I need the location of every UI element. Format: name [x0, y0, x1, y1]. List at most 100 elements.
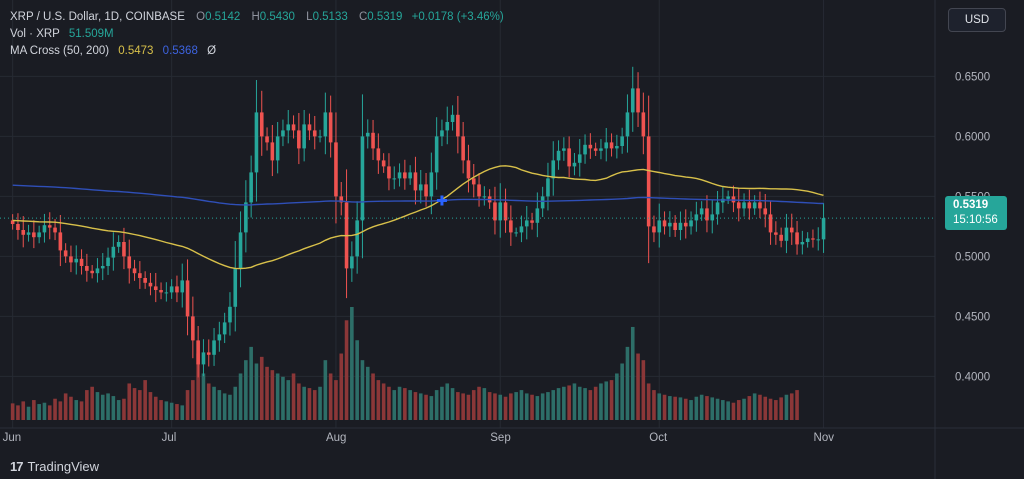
candle-body: [715, 202, 720, 215]
volume-bar: [646, 383, 651, 420]
currency-button[interactable]: USD: [948, 8, 1006, 32]
volume-bar: [95, 392, 100, 420]
candle-body: [403, 172, 407, 179]
candle-body: [694, 214, 699, 221]
high-value: 0.5430: [259, 11, 295, 23]
volume-bar: [403, 388, 407, 420]
volume-bar: [466, 394, 471, 420]
volume-bar: [180, 405, 185, 420]
candle-body: [583, 144, 587, 155]
candle-body: [392, 178, 397, 180]
volume-bar: [493, 393, 497, 420]
candle-body: [21, 230, 26, 235]
volume-bar: [387, 386, 391, 420]
volume-bar: [74, 400, 79, 420]
volume-bar: [212, 386, 216, 420]
volume-bar: [85, 390, 89, 420]
volume-bar: [138, 390, 142, 420]
last-price-tag: 0.5319 15:10:56: [945, 196, 1007, 230]
legend-volume-row[interactable]: Vol · XRP 51.509M: [10, 26, 504, 43]
candle-body: [471, 178, 476, 185]
candle-body: [424, 184, 428, 197]
candle-body: [440, 130, 444, 137]
volume-bar: [244, 360, 248, 420]
volume-bar: [434, 390, 439, 420]
volume-bar: [774, 400, 778, 420]
ma50-value: 0.5473: [118, 45, 154, 57]
candle-body: [138, 273, 142, 278]
volume-bar: [169, 402, 174, 420]
volume-bar: [440, 386, 444, 420]
volume-bar: [731, 402, 736, 420]
volume-bar: [636, 353, 640, 420]
volume-bar: [275, 373, 280, 420]
candle-body: [365, 132, 370, 137]
candle-body: [646, 136, 651, 227]
candle-body: [371, 132, 375, 149]
volume-bar: [297, 383, 301, 420]
volume-bar: [307, 388, 312, 420]
candle-body: [609, 142, 614, 149]
candle-body: [169, 286, 174, 293]
bar-countdown: 15:10:56: [953, 214, 998, 226]
volume-bar: [132, 388, 137, 420]
symbol-title[interactable]: XRP / U.S. Dollar, 1D, COINBASE: [10, 11, 185, 23]
ma-settings-icon[interactable]: Ø: [207, 45, 217, 57]
candle-body: [111, 246, 116, 258]
tradingview-brand[interactable]: 17 TradingView: [10, 459, 99, 474]
y-tick-label: 0.6000: [955, 131, 990, 143]
candle-body: [132, 268, 137, 274]
x-tick-label: Nov: [814, 432, 835, 444]
candle-body: [736, 202, 741, 209]
volume-bar: [683, 398, 688, 420]
volume-bar: [450, 388, 455, 420]
candle-body: [811, 238, 815, 240]
volume-bar: [742, 398, 746, 420]
volume-value: 51.509M: [68, 28, 114, 40]
candle-body: [355, 220, 359, 257]
candle-body: [79, 258, 84, 266]
candle-body: [222, 322, 227, 335]
volume-bar: [63, 393, 68, 420]
brand-name: TradingView: [27, 459, 100, 474]
open-label: O: [196, 11, 206, 23]
volume-bar: [122, 398, 126, 420]
close-label: C: [358, 11, 368, 23]
candle-body: [318, 136, 322, 138]
candle-body: [334, 142, 338, 197]
volume-bar: [514, 392, 518, 420]
change-value: +0.0178 (+3.46%): [411, 11, 504, 23]
candle-body: [47, 225, 52, 228]
candle-body: [265, 136, 269, 143]
volume-bar: [673, 396, 677, 420]
candle-body: [238, 232, 243, 269]
candle-body: [286, 124, 291, 131]
volume-bar: [153, 396, 158, 420]
candle-body: [143, 278, 147, 283]
candle-body: [747, 202, 752, 209]
candle-body: [662, 220, 667, 227]
volume-bar: [127, 383, 132, 420]
volume-bar: [10, 403, 15, 420]
candle-body: [524, 220, 529, 227]
candle-body: [360, 136, 365, 221]
volume-bar: [678, 397, 683, 420]
candle-body: [254, 112, 259, 173]
volume-bar: [106, 393, 110, 420]
candle-body: [164, 292, 169, 294]
candle-body: [270, 142, 275, 161]
volume-bar: [519, 390, 524, 420]
legend-ma-row[interactable]: MA Cross (50, 200) 0.5473 0.5368 Ø: [10, 43, 504, 60]
volume-bar: [175, 404, 179, 420]
volume-bar: [42, 402, 47, 420]
x-tick-label: Oct: [649, 432, 668, 444]
candle-body: [461, 136, 465, 161]
candle-body: [699, 208, 704, 215]
candle-body: [323, 112, 328, 137]
candle-body: [615, 146, 619, 149]
volume-bar: [323, 360, 328, 420]
candle-body: [302, 124, 306, 149]
volume-bar: [562, 386, 566, 420]
